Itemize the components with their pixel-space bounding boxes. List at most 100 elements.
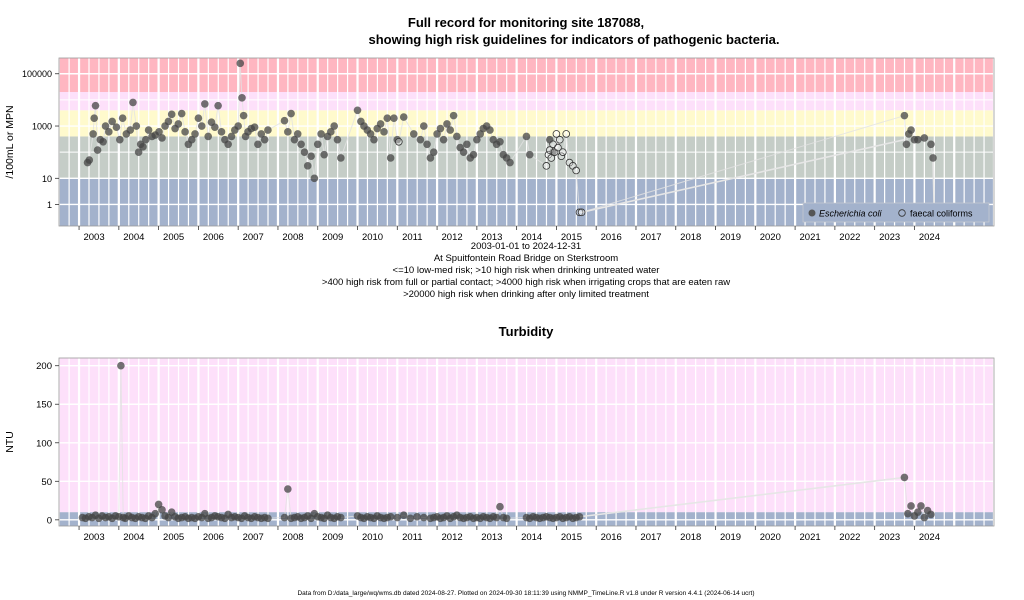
chart2-point [284,485,292,493]
chart1-point [201,100,209,108]
chart1-point [144,126,153,134]
chart1-point-faecal [547,154,556,162]
chart2-xtick-label: 2004 [123,532,144,543]
chart1-point [473,135,481,144]
chart1-point [91,101,100,110]
chart1-point [99,137,107,146]
chart2-x-axis: 2003 2004 2005 2006 2007 2008 2009 2010 2011 2012… [78,526,940,543]
chart1-point [116,135,124,144]
chart2-ytick-label: 50 [41,477,52,488]
chart1-point [370,135,378,144]
chart1-point [463,140,471,149]
chart1-point [390,114,398,122]
chart1-point [330,122,338,130]
chart1-point [101,122,110,130]
chart1-point [549,148,557,156]
chart2-ytick-label: 0 [47,515,52,526]
chart1-point [167,110,176,119]
chart1-xtick-label: 2006 [203,232,224,243]
chart1-xtick-label: 2024 [919,232,940,243]
chart1-point [317,130,325,138]
chart1-point [112,123,121,132]
chart1-point [506,158,514,167]
chart2-xtick-label: 2003 [83,532,104,543]
chart1-point [383,114,392,122]
chart1-point-faecal [554,143,562,152]
chart1-point [155,128,163,136]
chart2-xtick-label: 2012 [442,532,463,543]
chart1-point [129,98,137,107]
chart1-ytick-label: 100000 [22,69,52,79]
chart1-point [459,148,468,156]
chart2-point [502,514,511,523]
chart1-plot-frame [58,57,995,227]
chart1-xtick-label: 2010 [362,232,383,243]
chart1-point [429,148,438,156]
chart1-point [139,143,147,151]
chart1-point [423,140,431,149]
chart1-xtick-label: 2016 [601,232,622,243]
chart1-point [303,162,312,170]
chart1-point [134,148,143,156]
chart1-point [293,130,302,138]
chart1-point [211,123,219,132]
chart1-xtick-label: 2018 [680,232,701,243]
chart2-xtick-label: 2015 [561,532,582,543]
chart1-point [545,135,554,144]
chart2-y-axis: 0 50 100 150 200 [36,361,59,526]
chart2-ytick-label: 150 [36,400,52,411]
chart1-point [234,122,242,130]
chart1-point [224,140,232,149]
chart2-point [496,502,504,511]
chart2-y-axis-label: NTU [4,431,16,453]
chart2-gridlines [58,358,996,526]
chart2-ytick-label: 100 [36,438,52,449]
chart2-point [337,513,345,522]
chart2-xtick-label: 2013 [481,532,502,543]
chart1-point [353,106,362,115]
chart1-point [284,128,292,136]
chart1-point [426,154,435,162]
chart2-data-points [78,361,935,523]
chart1-xtick-label: 2021 [800,232,821,243]
chart1-point [239,111,248,120]
chart1-point-faecal [577,208,586,217]
chart2-point [158,506,166,514]
chart2-point [927,510,935,519]
chart1-point [907,126,915,134]
chart1-point [900,111,909,120]
chart1-subtitle-4: >400 high risk from full or partial cont… [322,277,730,288]
chart1-point [89,130,97,138]
chart2-xtick-label: 2011 [402,532,422,543]
chart2-xtick-label: 2021 [800,532,821,543]
chart1-point [927,140,935,149]
chart1-point [366,130,375,138]
chart2-xtick-label: 2007 [243,532,264,543]
chart1-point [93,146,102,154]
chart2-point [280,513,289,522]
chart2-point [393,513,402,522]
chart2-xtick-label: 2006 [203,532,224,543]
chart2-xtick-label: 2024 [919,532,940,543]
chart1-point-faecal [562,130,571,138]
footer-note: Data from D:/data_large/wq/wms.db dated … [297,590,754,597]
chart1-point [310,174,319,183]
chart1-point [486,126,494,134]
chart2-point [264,514,272,523]
chart1-point [297,140,305,149]
chart2-point [419,513,428,522]
chart1-point [181,128,189,136]
chart1-point [439,135,448,144]
chart1-point [108,117,116,126]
chart1-point [313,140,322,149]
chart1-point-faecal [572,166,580,175]
legend-label-faecal: faecal coliforms [910,209,973,219]
chart2-point [413,512,421,521]
chart1-point [929,154,937,162]
chart1-subtitle-3: <=10 low-med risk; >10 high risk when dr… [393,265,660,276]
chart1-xtick-label: 2015 [561,232,582,243]
chart2-point [406,514,415,523]
chart1-title-line2: showing high risk guidelines for indicat… [369,32,780,47]
chart2-point [920,513,929,522]
chart1-point [132,122,141,130]
